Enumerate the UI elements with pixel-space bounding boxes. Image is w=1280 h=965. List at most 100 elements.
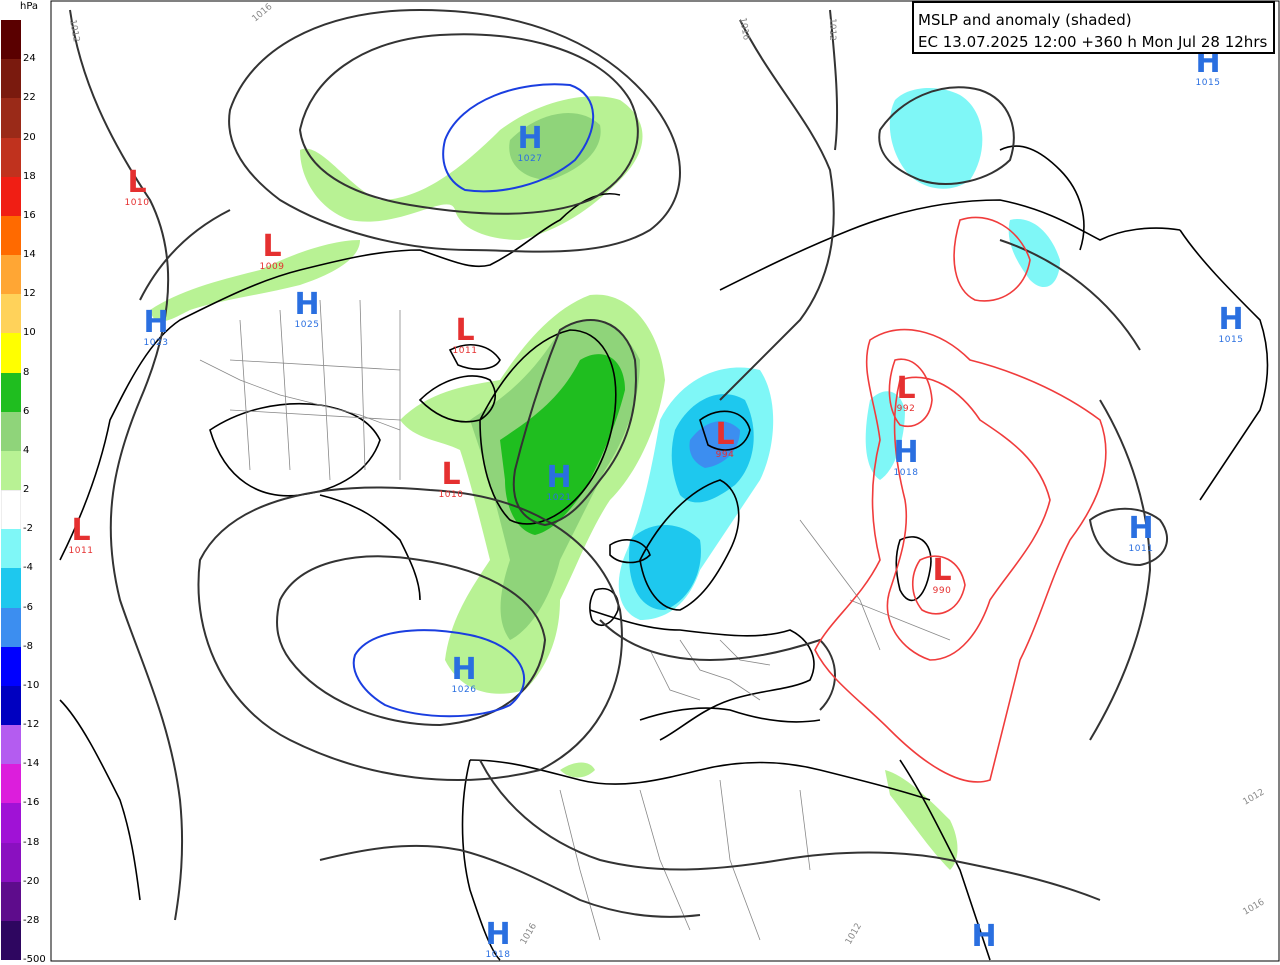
low-pressure-marker: L 1011 xyxy=(452,313,478,357)
high-pressure-marker: H 1025 xyxy=(294,287,320,331)
coast-svalbard xyxy=(699,410,751,451)
coast-canadian-archipelago xyxy=(418,344,501,423)
legend-tick-label: -20 xyxy=(23,875,40,887)
legend-swatch xyxy=(1,450,21,491)
positive-anomaly-greenland-6 xyxy=(500,354,625,535)
coast-us-east xyxy=(319,494,421,601)
legend-tick-label: -6 xyxy=(23,601,33,613)
legend-swatch xyxy=(1,920,21,961)
isobar-siberia-low xyxy=(878,86,1015,185)
high-pressure-marker: H 1027 xyxy=(517,121,543,165)
low-pressure-marker: L 994 xyxy=(715,417,735,461)
isobar-1012-africa xyxy=(479,759,1101,901)
legend-swatch xyxy=(1,685,21,726)
low-pressure-marker: L 1010 xyxy=(124,165,150,209)
low-contour-mid xyxy=(886,376,1051,661)
legend-tick-label: -500 xyxy=(23,954,46,965)
coast-west-africa xyxy=(461,759,501,961)
coast-east-asia xyxy=(1179,229,1269,501)
anomaly-shading xyxy=(150,88,1060,870)
high-pressure-marker: H 1015 xyxy=(1195,45,1221,89)
legend-swatch xyxy=(1,59,21,99)
isobar-asia-high xyxy=(1088,507,1169,567)
high-pressure-marker: H 1015 xyxy=(1218,302,1244,346)
legend-tick-label: -10 xyxy=(23,679,40,691)
legend-tick-label: 14 xyxy=(23,249,36,260)
border-europe xyxy=(649,639,771,701)
coast-north-africa xyxy=(469,759,931,801)
high-pressure-marker: H 1023 xyxy=(143,305,169,349)
legend-swatch xyxy=(1,411,21,452)
coast-arabia xyxy=(899,759,991,961)
low-contour-north xyxy=(953,216,1031,302)
low-pressure-marker: L 1009 xyxy=(259,229,285,273)
coast-greenland xyxy=(479,329,617,525)
coast-europe xyxy=(589,609,815,741)
map-title: MSLP and anomaly (shaded) xyxy=(918,11,1132,29)
isobar-label: 1012 xyxy=(67,19,81,43)
legend-swatch xyxy=(1,372,21,413)
legend-swatch xyxy=(1,568,21,608)
isobar-1012-west xyxy=(69,9,184,921)
coast-mexico xyxy=(59,699,141,901)
legend-tick-label: -4 xyxy=(23,562,33,574)
high-pressure-marker: H 1011 xyxy=(1128,511,1154,555)
isobar-greenland-high xyxy=(512,319,637,527)
isobar-pacific-high-outer xyxy=(228,8,681,253)
mslp-map: 1012 1016 1012 1016 1012 1016 1012 1016 xyxy=(50,0,1280,962)
isobar-1016-africa xyxy=(319,844,701,918)
coast-arctic-russia xyxy=(719,199,1181,291)
negative-anomaly-svalbard-8 xyxy=(689,421,740,468)
isobar-asia-east xyxy=(1089,399,1152,741)
legend-swatch xyxy=(1,215,21,256)
legend-tick-label: -16 xyxy=(23,797,40,809)
coast-iceland xyxy=(609,539,651,564)
coast-scandinavia xyxy=(639,479,740,611)
high-pressure-marker: H 1026 xyxy=(451,652,477,696)
legend-swatch xyxy=(1,20,21,60)
low-contours xyxy=(814,216,1107,783)
legend-tick-label: 2 xyxy=(23,484,30,495)
high-contour-atlantic xyxy=(352,629,526,718)
legend-swatch xyxy=(1,529,21,569)
border-grid-north-america xyxy=(229,299,401,481)
coastlines xyxy=(59,145,1269,961)
legend-tick-label: 16 xyxy=(23,209,36,221)
legend-unit: hPa xyxy=(20,1,39,12)
isobar-east-1 xyxy=(999,239,1141,351)
high-pressure-marker: H 1018 xyxy=(893,435,919,479)
positive-anomaly-sahara xyxy=(560,762,595,778)
legend-swatch xyxy=(1,607,21,648)
legend-swatch xyxy=(1,764,21,804)
legend-tick-label: 24 xyxy=(23,53,36,65)
positive-anomaly-pacific-4 xyxy=(509,113,601,180)
legend-swatch xyxy=(1,176,21,217)
legend-swatch xyxy=(1,646,21,687)
legend-tick-label: 6 xyxy=(23,405,30,417)
low-contour-ob xyxy=(888,358,933,427)
isobar-label: 1016 xyxy=(737,17,751,42)
positive-anomaly-alaska xyxy=(150,240,360,322)
legend-swatch xyxy=(1,490,21,530)
legend-tick-label: 18 xyxy=(23,170,36,182)
legend-tick-label: -28 xyxy=(23,914,40,926)
low-contour-inner xyxy=(911,555,966,615)
isobar-1016-west xyxy=(139,209,231,301)
high-pressure-marker: H 1021 xyxy=(546,460,572,504)
legend-swatch xyxy=(1,255,21,295)
border-us-canada xyxy=(199,359,401,431)
low-pressure-marker: L 992 xyxy=(896,371,916,415)
legend-swatch xyxy=(1,333,21,373)
isobar-atlantic-high-inner xyxy=(276,555,547,727)
legend-swatch xyxy=(1,842,21,883)
positive-anomaly-mideast xyxy=(885,770,958,870)
coast-caspian xyxy=(895,536,932,602)
isobar-1012-arctic xyxy=(719,19,835,401)
legend-tick-label: 8 xyxy=(23,366,30,378)
border-russia xyxy=(799,519,951,651)
country-borders xyxy=(199,299,951,941)
coast-north-america xyxy=(59,193,621,561)
legend-tick-label: -18 xyxy=(23,836,40,848)
legend-tick-label: 4 xyxy=(23,444,30,456)
high-pressure-marker: H xyxy=(971,919,997,954)
